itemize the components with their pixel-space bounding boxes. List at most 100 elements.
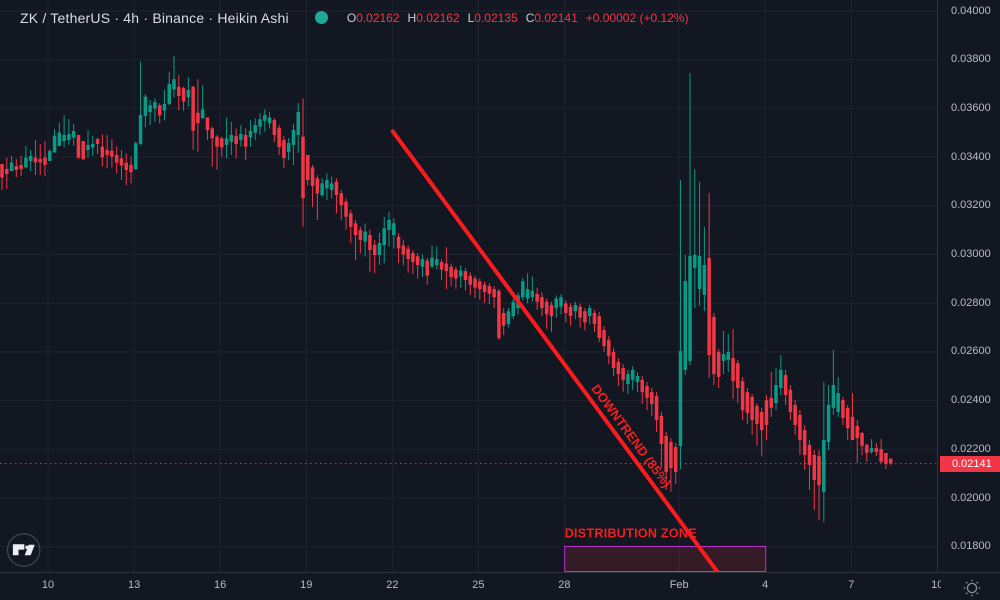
candle-body xyxy=(750,396,754,421)
candle-body xyxy=(425,260,429,276)
candle-wick xyxy=(68,119,70,145)
candle-wick xyxy=(312,164,314,208)
candle-body xyxy=(86,144,90,151)
candle-body xyxy=(726,351,731,360)
market-status-dot-icon[interactable] xyxy=(314,11,328,24)
candle-body xyxy=(559,297,563,307)
candle-body xyxy=(114,154,119,163)
candle-body xyxy=(511,301,515,317)
price-axis-label: 0.03600 xyxy=(951,101,991,114)
time-axis[interactable] xyxy=(0,572,1000,600)
candle-body xyxy=(544,301,549,315)
candle-body xyxy=(783,375,788,395)
symbol-title[interactable]: ZK / TetherUS · 4h · Binance · Heikin As… xyxy=(20,9,289,26)
candle-body xyxy=(654,395,659,421)
candle-wick xyxy=(226,117,228,159)
candle-body xyxy=(28,155,33,161)
candle-body xyxy=(497,290,501,339)
price-axis[interactable]: 0.04000 0.03800 0.03600 0.03400 0.03200 0.030… xyxy=(937,0,1000,572)
candle-wick xyxy=(531,276,533,302)
candle-body xyxy=(822,440,826,492)
open-label: O xyxy=(346,10,357,25)
candle-body xyxy=(243,134,248,147)
candle-body xyxy=(349,213,353,227)
candle-body xyxy=(884,452,888,464)
candle-body xyxy=(740,381,745,411)
candle-body xyxy=(153,102,157,109)
trendline-drawing[interactable]: DOWNTREND (85%) xyxy=(390,129,719,574)
price-axis-label: 0.02600 xyxy=(951,345,991,358)
candle-body xyxy=(76,134,81,158)
candle-body xyxy=(124,162,128,171)
candle-body xyxy=(315,178,320,194)
candle-body xyxy=(439,262,444,270)
candle-wick xyxy=(699,181,701,306)
candle-wick xyxy=(770,372,772,417)
candle-body xyxy=(5,169,9,174)
price-axis-label: 0.02400 xyxy=(951,394,991,407)
candle-body xyxy=(14,166,19,171)
time-axis-label: 22 xyxy=(386,579,398,591)
candle-body xyxy=(0,163,4,178)
candle-body xyxy=(48,151,52,161)
candle-body xyxy=(817,456,821,486)
candle-body xyxy=(129,164,133,173)
candle-body xyxy=(826,404,831,442)
distribution-zone-box[interactable] xyxy=(564,545,767,572)
time-axis-labels: 10 13 16 19 22 25 28 Feb 4 7 10 xyxy=(42,579,941,591)
candle-body xyxy=(635,376,640,383)
candle-wick xyxy=(154,98,156,122)
candle-body xyxy=(81,141,85,160)
candle-wick xyxy=(355,219,357,261)
candle-body xyxy=(200,109,205,119)
candle-body xyxy=(105,150,109,155)
close-value: 0.02141 xyxy=(534,10,578,25)
candle-body xyxy=(344,201,348,217)
candle-body xyxy=(267,117,272,124)
change-value: +0.00002 (+0.12%) xyxy=(585,10,689,25)
annotation-labels: DISTRIBUTION ZONE xyxy=(565,526,697,540)
candle-body xyxy=(578,306,582,318)
candle-body xyxy=(712,317,716,375)
candle-wick xyxy=(832,349,834,415)
candle-body xyxy=(630,369,635,380)
candle-body xyxy=(568,306,573,317)
candle-body xyxy=(688,255,692,361)
time-axis-label: 7 xyxy=(848,579,854,591)
candle-body xyxy=(62,134,66,142)
time-axis-label: 19 xyxy=(300,579,312,591)
candle-body xyxy=(721,354,726,361)
candle-body xyxy=(210,128,214,139)
ohlc-open: O0.02162 xyxy=(347,11,400,25)
ohlc-low: L0.02135 xyxy=(468,11,518,25)
candle-body xyxy=(764,400,769,425)
candle-body xyxy=(286,142,291,152)
candle-body xyxy=(587,308,592,317)
time-axis-settings-button[interactable] xyxy=(959,575,984,600)
candle-body xyxy=(549,304,554,317)
candle-wick xyxy=(679,179,681,470)
candle-body xyxy=(564,303,568,313)
price-axis-label: 0.03800 xyxy=(951,53,991,66)
candle-body xyxy=(535,293,539,302)
candle-wick xyxy=(527,273,529,304)
candle-body xyxy=(310,167,315,187)
candle-body xyxy=(626,374,630,385)
price-axis-label: 0.03000 xyxy=(951,248,991,260)
candle-body xyxy=(468,275,472,285)
candle-body xyxy=(95,139,100,144)
candle-body xyxy=(521,281,525,298)
candle-body xyxy=(396,236,401,249)
candle-body xyxy=(841,400,845,418)
tradingview-logo-icon[interactable] xyxy=(6,532,42,573)
candle-body xyxy=(358,229,363,240)
candle-body xyxy=(24,157,28,168)
open-value: 0.02162 xyxy=(356,10,400,25)
candle-wick xyxy=(808,440,810,490)
candle-body xyxy=(707,257,711,356)
candles xyxy=(0,56,893,523)
candle-body xyxy=(277,127,281,148)
candle-body xyxy=(430,257,434,267)
candle-body xyxy=(774,385,778,404)
